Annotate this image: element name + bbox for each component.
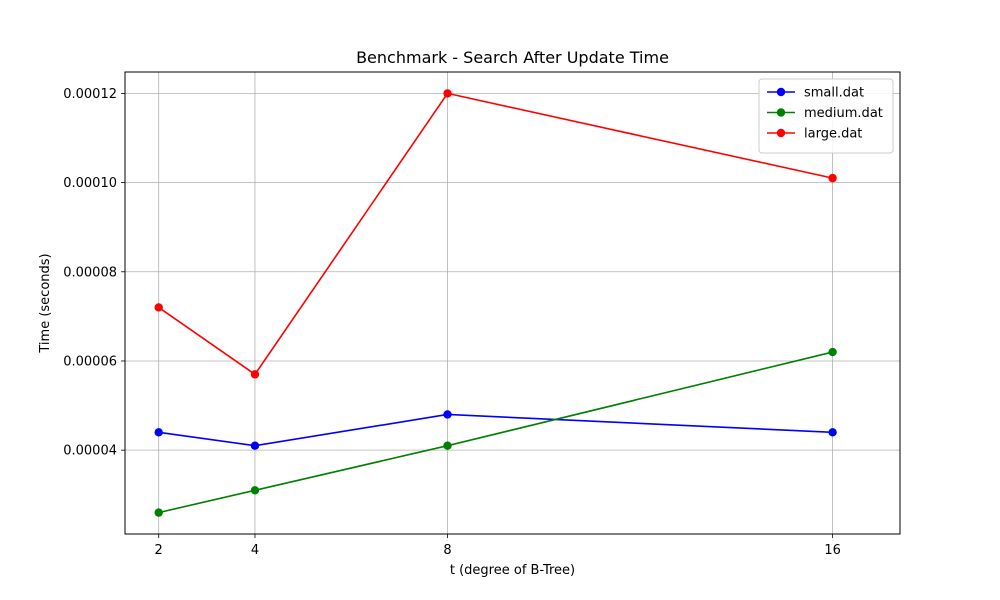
legend-marker-large-dat bbox=[776, 128, 786, 138]
series-line-medium-dat bbox=[158, 351, 833, 514]
x-axis-title: t (degree of B-Tree) bbox=[450, 563, 575, 578]
data-point-medium-dat bbox=[250, 486, 260, 495]
legend-marker-medium-dat bbox=[776, 108, 786, 117]
series-large-dat bbox=[154, 89, 837, 379]
x-tick-label: 16 bbox=[824, 543, 841, 558]
y-tick-label: 0.00006 bbox=[63, 354, 117, 369]
data-point-small-dat bbox=[443, 410, 452, 419]
plot-area-frame bbox=[124, 71, 901, 535]
data-point-large-dat bbox=[443, 89, 452, 98]
y-tick-label: 0.00010 bbox=[63, 176, 117, 191]
y-tick-label: 0.00008 bbox=[63, 265, 117, 280]
data-point-medium-dat bbox=[154, 508, 163, 517]
series-layer bbox=[154, 89, 837, 517]
series-medium-dat bbox=[154, 347, 837, 517]
axis-ticks: 2 4 8 16 0.00004 0.00006 0.00008 0.00010 0.00012 bbox=[63, 87, 841, 558]
data-point-large-dat bbox=[828, 173, 837, 183]
legend-label-large-dat: large.dat bbox=[804, 127, 862, 142]
y-tick-label: 0.00004 bbox=[63, 444, 117, 459]
data-point-small-dat bbox=[250, 441, 260, 450]
y-axis-title: Time (seconds) bbox=[38, 253, 53, 353]
x-tick-label: 4 bbox=[251, 543, 259, 558]
legend-box bbox=[758, 78, 894, 154]
series-line-small-dat bbox=[158, 413, 833, 447]
x-tick-label: 8 bbox=[443, 543, 451, 558]
legend-marker-small-dat bbox=[776, 87, 786, 97]
x-tick-label: 2 bbox=[155, 543, 163, 558]
data-point-large-dat bbox=[154, 303, 163, 312]
chart-title: Benchmark - Search After Update Time bbox=[356, 48, 669, 67]
data-point-medium-dat bbox=[443, 441, 452, 450]
data-point-large-dat bbox=[250, 370, 260, 379]
legend-label-small-dat: small.dat bbox=[804, 86, 864, 101]
series-line-large-dat bbox=[158, 92, 833, 376]
data-point-small-dat bbox=[828, 428, 837, 437]
legend: small.dat medium.dat large.dat bbox=[758, 78, 894, 154]
y-tick-label: 0.00012 bbox=[63, 87, 117, 102]
data-point-medium-dat bbox=[828, 347, 837, 357]
series-small-dat bbox=[154, 410, 837, 450]
legend-label-medium-dat: medium.dat bbox=[804, 106, 883, 121]
data-point-small-dat bbox=[154, 428, 163, 437]
